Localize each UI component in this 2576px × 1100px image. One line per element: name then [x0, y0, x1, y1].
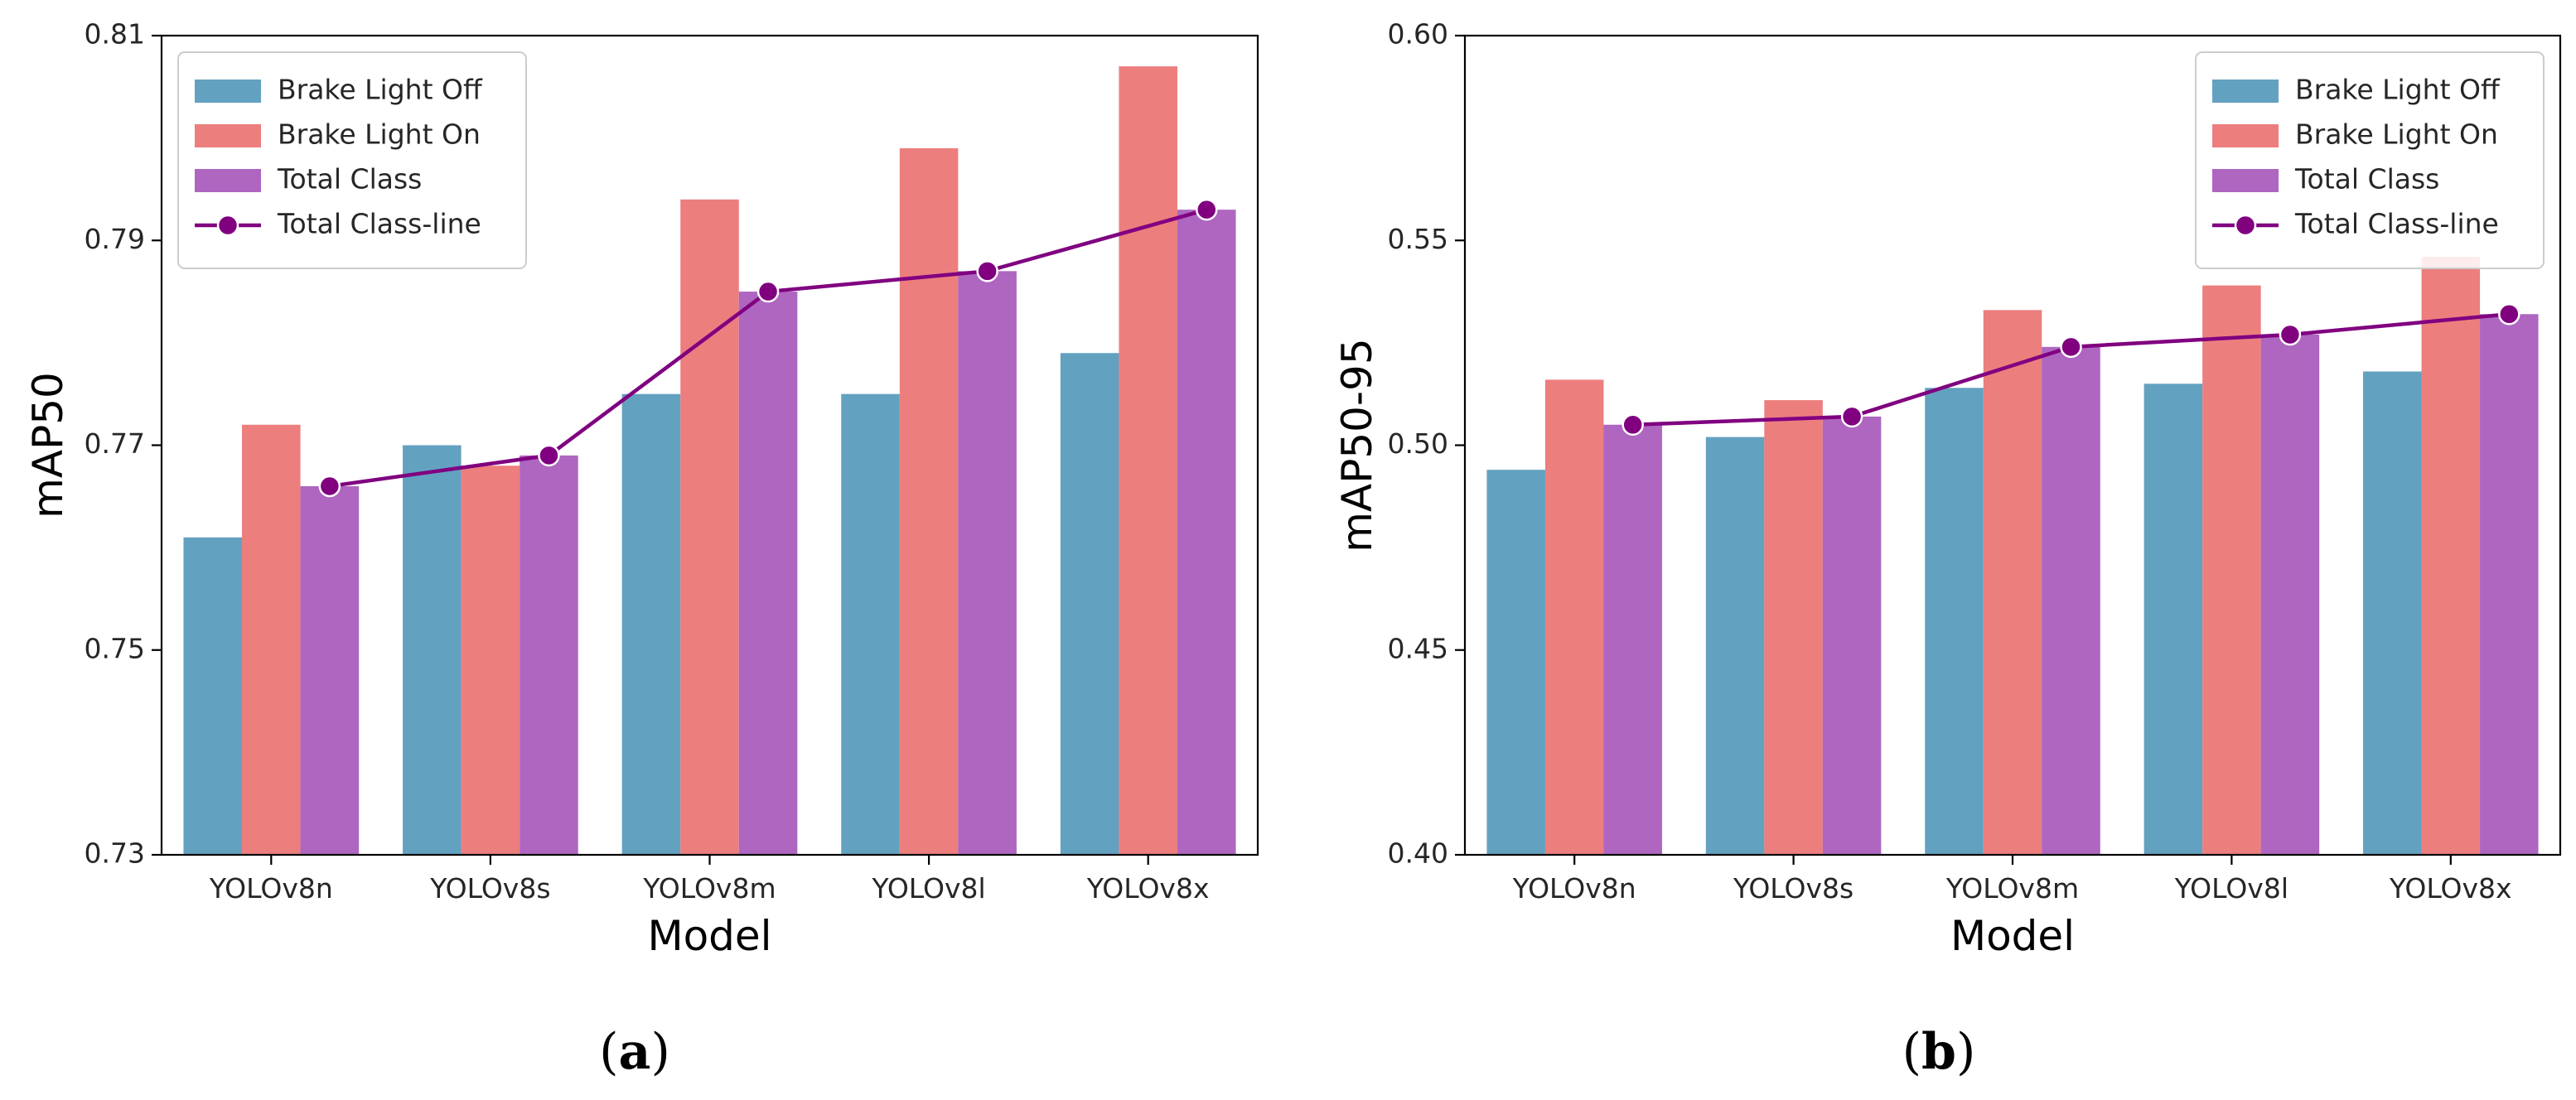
y-tick-label: 0.55 — [1388, 223, 1448, 255]
legend: Brake Light Off Brake Light On Total Class… — [2195, 51, 2545, 269]
y-axis-label: mAP50-95 — [1333, 338, 1381, 552]
caption-paren-close: ) — [650, 1023, 669, 1081]
panel-caption: (b) — [1902, 1023, 1976, 1081]
legend-swatch — [2212, 80, 2279, 103]
legend-line-marker — [2234, 214, 2257, 237]
y-axis-label: mAP50 — [24, 372, 72, 519]
line-point-yolov8n — [1621, 413, 1644, 437]
caption-letter: b — [1921, 1023, 1956, 1081]
bar-total-class-yolov8x — [1177, 210, 1236, 855]
line-point-yolov8l — [976, 260, 998, 282]
line-point-yolov8s — [1840, 405, 1863, 428]
chart-panel-a: 0.73 0.75 0.77 0.79 0.81 YOLOv8n YOLOv8s YOLOv8… — [24, 18, 1259, 1081]
bar-brake-light-off-yolov8l — [2143, 384, 2203, 855]
line-point-yolov8m — [756, 280, 780, 303]
legend-swatch — [2212, 169, 2279, 192]
y-tick-label: 0.77 — [85, 427, 145, 460]
y-tick-label: 0.45 — [1388, 632, 1448, 664]
legend-label: Brake Light On — [2295, 118, 2498, 151]
x-tick-label: YOLOv8m — [642, 872, 776, 905]
bar-total-class-yolov8x — [2480, 314, 2539, 855]
x-tick-label: YOLOv8m — [1945, 872, 2079, 905]
bar-brake-light-off-yolov8x — [1060, 353, 1119, 855]
caption-paren-open: ( — [1902, 1023, 1921, 1081]
x-axis-label: Model — [1950, 912, 2075, 960]
bar-brake-light-on-yolov8m — [680, 199, 739, 856]
legend-label: Brake Light On — [278, 118, 481, 151]
legend-label: Brake Light Off — [278, 74, 483, 106]
legend-box — [2195, 51, 2545, 269]
legend-swatch — [195, 169, 261, 192]
bar-brake-light-on-yolov8l — [2202, 285, 2261, 855]
bar-brake-light-on-yolov8n — [242, 424, 301, 855]
legend-label: Total Class — [277, 163, 422, 195]
y-tick-label: 0.75 — [85, 632, 145, 664]
line-point-yolov8l — [2279, 323, 2302, 346]
bar-brake-light-on-yolov8m — [1983, 310, 2042, 855]
x-tick-label: YOLOv8n — [1512, 872, 1636, 905]
legend: Brake Light Off Brake Light On Total Class… — [177, 51, 527, 269]
legend-box — [177, 51, 527, 269]
y-tick-label: 0.60 — [1388, 18, 1448, 51]
panel-caption: (a) — [599, 1023, 670, 1081]
bar-total-class-yolov8n — [300, 485, 360, 855]
bar-brake-light-off-yolov8m — [621, 393, 681, 855]
legend-line-marker — [216, 214, 239, 237]
caption-letter: a — [619, 1023, 651, 1081]
line-point-yolov8s — [538, 444, 560, 467]
y-tick-label: 0.79 — [85, 223, 145, 255]
bar-total-class-yolov8s — [1822, 416, 1882, 855]
bar-total-class-yolov8l — [958, 271, 1017, 856]
bar-brake-light-on-yolov8x — [2421, 257, 2481, 855]
x-tick-label: YOLOv8s — [429, 872, 550, 905]
bar-brake-light-on-yolov8l — [899, 147, 959, 856]
legend-label: Total Class-line — [277, 208, 481, 240]
x-tick-label: YOLOv8x — [1086, 872, 1210, 905]
legend-swatch — [2212, 124, 2279, 147]
bar-brake-light-on-yolov8s — [461, 466, 520, 855]
x-tick-label: YOLOv8x — [2389, 872, 2512, 905]
line-point-yolov8n — [318, 475, 341, 498]
y-tick-label: 0.40 — [1388, 837, 1448, 870]
legend-label: Total Class-line — [2294, 208, 2499, 240]
bar-brake-light-off-yolov8m — [1925, 388, 1984, 855]
legend-swatch — [195, 124, 261, 147]
bar-brake-light-off-yolov8n — [183, 537, 243, 855]
y-tick-label: 0.50 — [1388, 427, 1448, 460]
bar-total-class-yolov8l — [2260, 334, 2320, 856]
legend-swatch — [195, 80, 261, 103]
chart-panel-b: 0.40 0.45 0.50 0.55 0.60 YOLOv8n YOLOv8s YOLOv8… — [1333, 18, 2562, 1081]
bar-brake-light-on-yolov8s — [1764, 400, 1823, 856]
bar-total-class-yolov8n — [1603, 424, 1662, 855]
bar-brake-light-on-yolov8x — [1119, 66, 1177, 856]
x-tick-label: YOLOv8n — [209, 872, 333, 905]
x-tick-label: YOLOv8l — [871, 872, 985, 905]
x-tick-label: YOLOv8l — [2174, 872, 2288, 905]
y-tick-label: 0.73 — [85, 837, 145, 870]
caption-paren-close: ) — [1956, 1023, 1975, 1081]
legend-label: Brake Light Off — [2295, 74, 2501, 106]
bar-brake-light-off-yolov8l — [841, 393, 900, 855]
bar-total-class-yolov8m — [738, 292, 798, 855]
bar-total-class-yolov8s — [520, 455, 578, 855]
bar-brake-light-off-yolov8s — [1705, 437, 1765, 855]
line-point-yolov8x — [1196, 198, 1218, 221]
bar-brake-light-on-yolov8n — [1544, 379, 1604, 855]
line-point-yolov8m — [2060, 335, 2082, 359]
bar-total-class-yolov8m — [2042, 346, 2100, 855]
bar-brake-light-off-yolov8n — [1486, 470, 1545, 855]
bar-brake-light-off-yolov8x — [2363, 371, 2422, 855]
legend-label: Total Class — [2294, 163, 2439, 195]
x-tick-label: YOLOv8s — [1733, 872, 1853, 905]
bar-brake-light-off-yolov8s — [403, 445, 462, 855]
x-axis-label: Model — [647, 912, 771, 960]
caption-paren-open: ( — [599, 1023, 618, 1081]
line-point-yolov8x — [2498, 303, 2520, 326]
y-tick-label: 0.81 — [85, 18, 145, 51]
